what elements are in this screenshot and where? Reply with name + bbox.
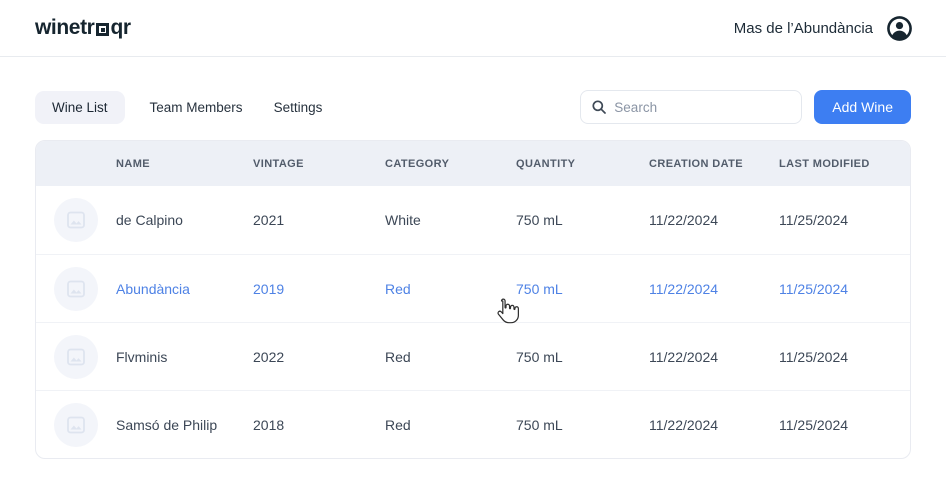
image-placeholder-icon xyxy=(67,416,85,433)
cell-creation-date: 11/22/2024 xyxy=(649,416,719,433)
wine-thumbnail xyxy=(36,198,116,242)
column-header-vintage: VINTAGE xyxy=(253,157,304,170)
tab-bar: Wine List Team Members Settings xyxy=(35,90,329,124)
table-row[interactable]: Abundància 2019 Red 750 mL 11/22/2024 11… xyxy=(36,254,910,322)
column-header-creation-date: CREATION DATE xyxy=(649,157,744,170)
wine-thumbnail xyxy=(36,266,116,311)
cell-quantity: 750 mL xyxy=(516,416,563,433)
app-header: winetr qr Mas de l’Abundància xyxy=(0,0,946,57)
table-header-row: NAME VINTAGE CATEGORY QUANTITY CREATION … xyxy=(36,141,910,186)
app-logo: winetr qr xyxy=(35,16,131,40)
add-wine-button[interactable]: Add Wine xyxy=(814,90,911,124)
tab-wine-list[interactable]: Wine List xyxy=(35,90,125,124)
cell-category: Red xyxy=(385,348,411,365)
column-header-last-modified: LAST MODIFIED xyxy=(779,157,870,170)
cell-quantity: 750 mL xyxy=(516,348,563,365)
toolbar-actions: Add Wine xyxy=(580,90,911,124)
cell-category: White xyxy=(385,212,421,228)
image-placeholder-icon xyxy=(67,280,85,297)
table-row[interactable]: de Calpino 2021 White 750 mL 11/22/2024 … xyxy=(36,186,910,254)
cell-vintage: 2019 xyxy=(253,280,285,297)
image-placeholder-icon xyxy=(67,348,85,365)
cell-vintage: 2021 xyxy=(253,212,285,228)
search-box[interactable] xyxy=(580,90,803,124)
cell-creation-date: 11/22/2024 xyxy=(649,212,719,228)
cell-last-modified: 11/25/2024 xyxy=(779,348,849,365)
cell-creation-date: 11/22/2024 xyxy=(649,348,719,365)
cell-creation-date: 11/22/2024 xyxy=(649,280,719,297)
cell-name: Samsó de Philip xyxy=(116,416,218,433)
wine-table: NAME VINTAGE CATEGORY QUANTITY CREATION … xyxy=(35,140,911,459)
table-row[interactable]: Flvminis 2022 Red 750 mL 11/22/2024 11/2… xyxy=(36,322,910,390)
qr-square-icon xyxy=(96,23,110,36)
cell-name: Abundància xyxy=(116,280,190,297)
table-row[interactable]: Samsó de Philip 2018 Red 750 mL 11/25/20… xyxy=(36,390,910,458)
wine-thumbnail xyxy=(36,402,116,447)
cell-quantity: 750 mL xyxy=(516,212,563,228)
cell-last-modified: 11/25/2024 xyxy=(779,212,849,228)
cell-quantity: 750 mL xyxy=(516,280,563,297)
image-placeholder-icon xyxy=(67,211,85,229)
wine-thumbnail xyxy=(36,334,116,379)
cell-last-modified: 11/25/2024 xyxy=(779,416,849,433)
search-input[interactable] xyxy=(614,99,791,115)
search-icon xyxy=(592,100,607,114)
cell-category: Red xyxy=(385,280,411,297)
tab-team-members[interactable]: Team Members xyxy=(144,100,249,115)
column-header-category: CATEGORY xyxy=(385,157,450,170)
account-name: Mas de l’Abundància xyxy=(733,19,873,37)
column-header-name: NAME xyxy=(116,157,150,170)
cell-category: Red xyxy=(385,416,411,433)
cell-last-modified: 11/25/2024 xyxy=(779,280,849,297)
tab-settings[interactable]: Settings xyxy=(268,100,329,115)
cell-name: de Calpino xyxy=(116,212,183,228)
cell-name: Flvminis xyxy=(116,348,168,365)
column-header-quantity: QUANTITY xyxy=(516,157,576,170)
toolbar: Wine List Team Members Settings Add Wine xyxy=(35,90,911,124)
user-avatar-icon[interactable] xyxy=(886,15,913,42)
logo-text-prefix: winetr xyxy=(35,16,95,39)
header-account: Mas de l’Abundància xyxy=(734,15,913,42)
cell-vintage: 2018 xyxy=(253,416,285,433)
cell-vintage: 2022 xyxy=(253,348,285,365)
logo-text-suffix: qr xyxy=(110,16,131,39)
